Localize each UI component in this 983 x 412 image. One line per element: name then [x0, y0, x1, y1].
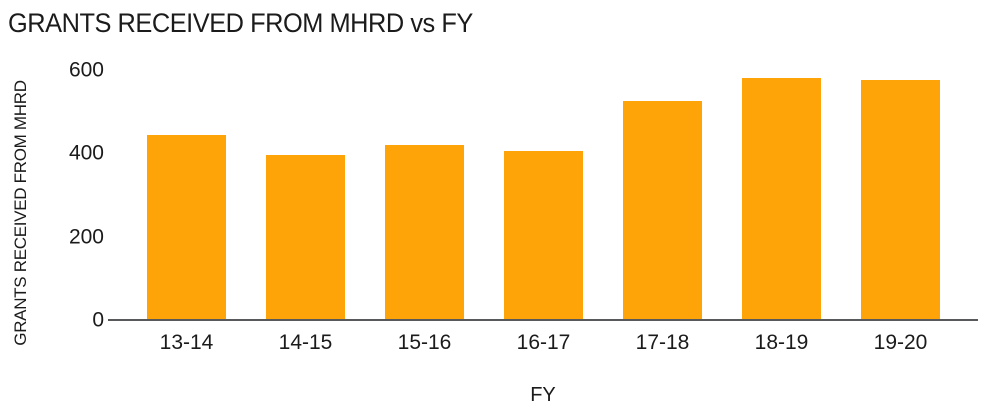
bar-18-19	[742, 78, 821, 320]
bar-14-15	[266, 155, 345, 320]
y-tick-label: 400	[68, 141, 104, 165]
bar-19-20	[861, 80, 940, 320]
bar-15-16	[385, 145, 464, 320]
x-tick-label: 17-18	[635, 331, 690, 354]
chart-title: GRANTS RECEIVED FROM MHRD vs FY	[8, 8, 473, 38]
x-tick-label: 14-15	[278, 331, 333, 354]
x-tick-label: 18-19	[754, 331, 809, 354]
x-axis-title: FY	[530, 384, 556, 406]
x-tick-label: 13-14	[159, 331, 214, 354]
y-axis-ticks: 0 200 400 600	[0, 60, 104, 331]
x-tick-label: 16-17	[516, 331, 571, 354]
x-axis-labels: 13-14 14-15 15-16 16-17 17-18 18-19 19-20	[108, 331, 978, 355]
x-tick-label: 15-16	[397, 331, 452, 354]
y-tick-label: 0	[92, 308, 104, 332]
y-tick-label: 600	[68, 58, 104, 82]
bar-17-18	[623, 101, 702, 320]
y-tick-label: 200	[68, 225, 104, 249]
bar-13-14	[147, 134, 226, 320]
plot-area	[108, 70, 978, 320]
x-tick-label: 19-20	[873, 331, 928, 354]
bar-16-17	[504, 151, 583, 320]
x-axis-line	[108, 319, 978, 321]
